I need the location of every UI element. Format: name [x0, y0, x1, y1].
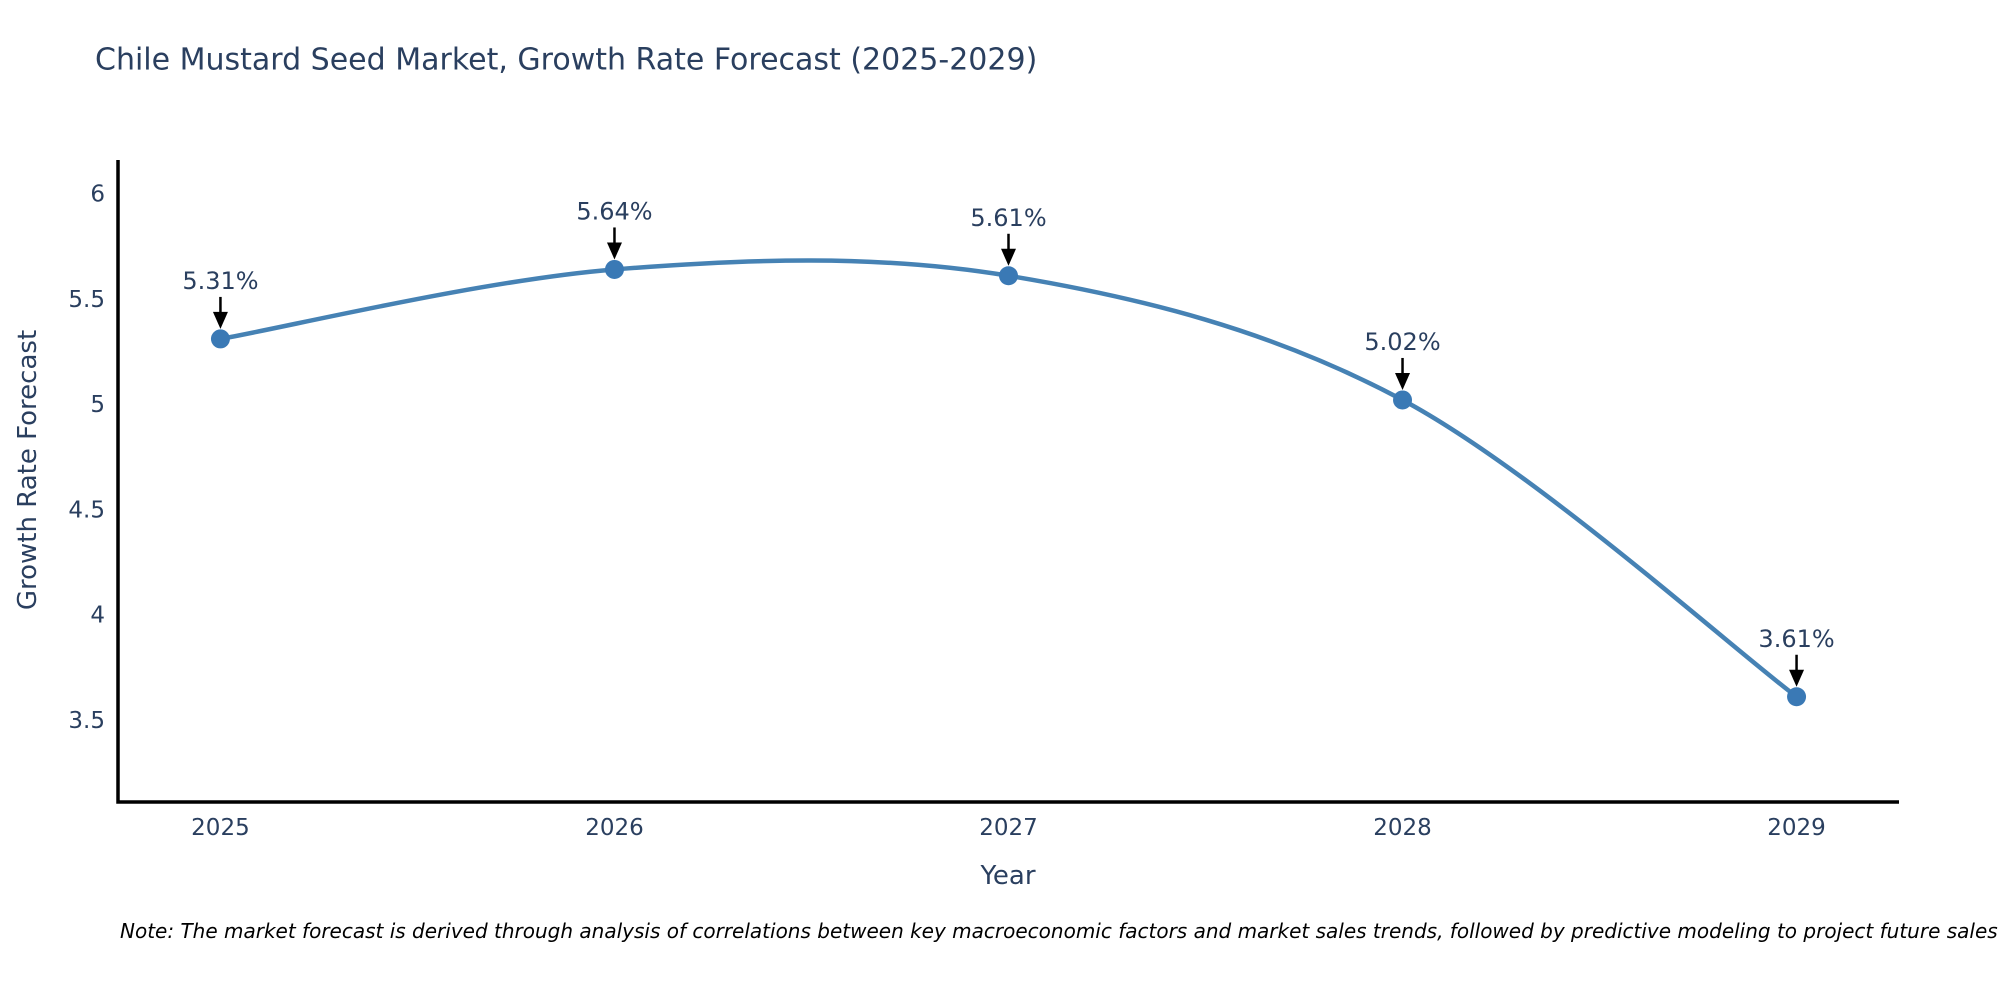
annotation-arrowhead	[606, 242, 622, 260]
point-value-label: 5.02%	[1364, 328, 1440, 356]
annotation-arrowhead	[1001, 248, 1016, 266]
y-tick-label: 4.5	[68, 497, 105, 523]
x-tick-label: 2025	[191, 815, 250, 841]
trend-line	[218, 258, 1799, 700]
x-tick-label: 2029	[1767, 815, 1826, 841]
chart-title: Chile Mustard Seed Market, Growth Rate F…	[95, 42, 1038, 78]
y-tick-label: 5	[90, 392, 105, 418]
data-point-marker	[1787, 687, 1807, 707]
point-value-label: 5.64%	[576, 197, 652, 225]
footnote: Note: The market forecast is derived thr…	[120, 919, 1998, 943]
annotation-arrowhead	[212, 311, 228, 329]
y-tick-label: 6	[90, 182, 105, 208]
x-axis-title: Year	[980, 861, 1036, 891]
x-tick-label: 2026	[585, 815, 644, 841]
data-point-marker	[999, 266, 1018, 286]
y-tick-label: 4	[90, 603, 105, 629]
y-axis-title: Growth Rate Forecast	[13, 329, 43, 611]
point-value-label: 3.61%	[1758, 625, 1834, 653]
point-value-label: 5.31%	[182, 267, 258, 295]
annotation-arrowhead	[1789, 669, 1805, 687]
data-point-marker	[210, 329, 230, 349]
x-tick-label: 2028	[1373, 815, 1432, 841]
data-point-marker	[1393, 390, 1413, 410]
x-tick-label: 2027	[979, 815, 1038, 841]
y-tick-label: 5.5	[68, 287, 105, 313]
annotation-arrowhead	[1395, 372, 1411, 390]
axis-lines	[116, 160, 1899, 804]
point-value-label: 5.61%	[970, 204, 1046, 232]
data-point-marker	[604, 259, 624, 279]
y-tick-label: 3.5	[68, 708, 105, 734]
